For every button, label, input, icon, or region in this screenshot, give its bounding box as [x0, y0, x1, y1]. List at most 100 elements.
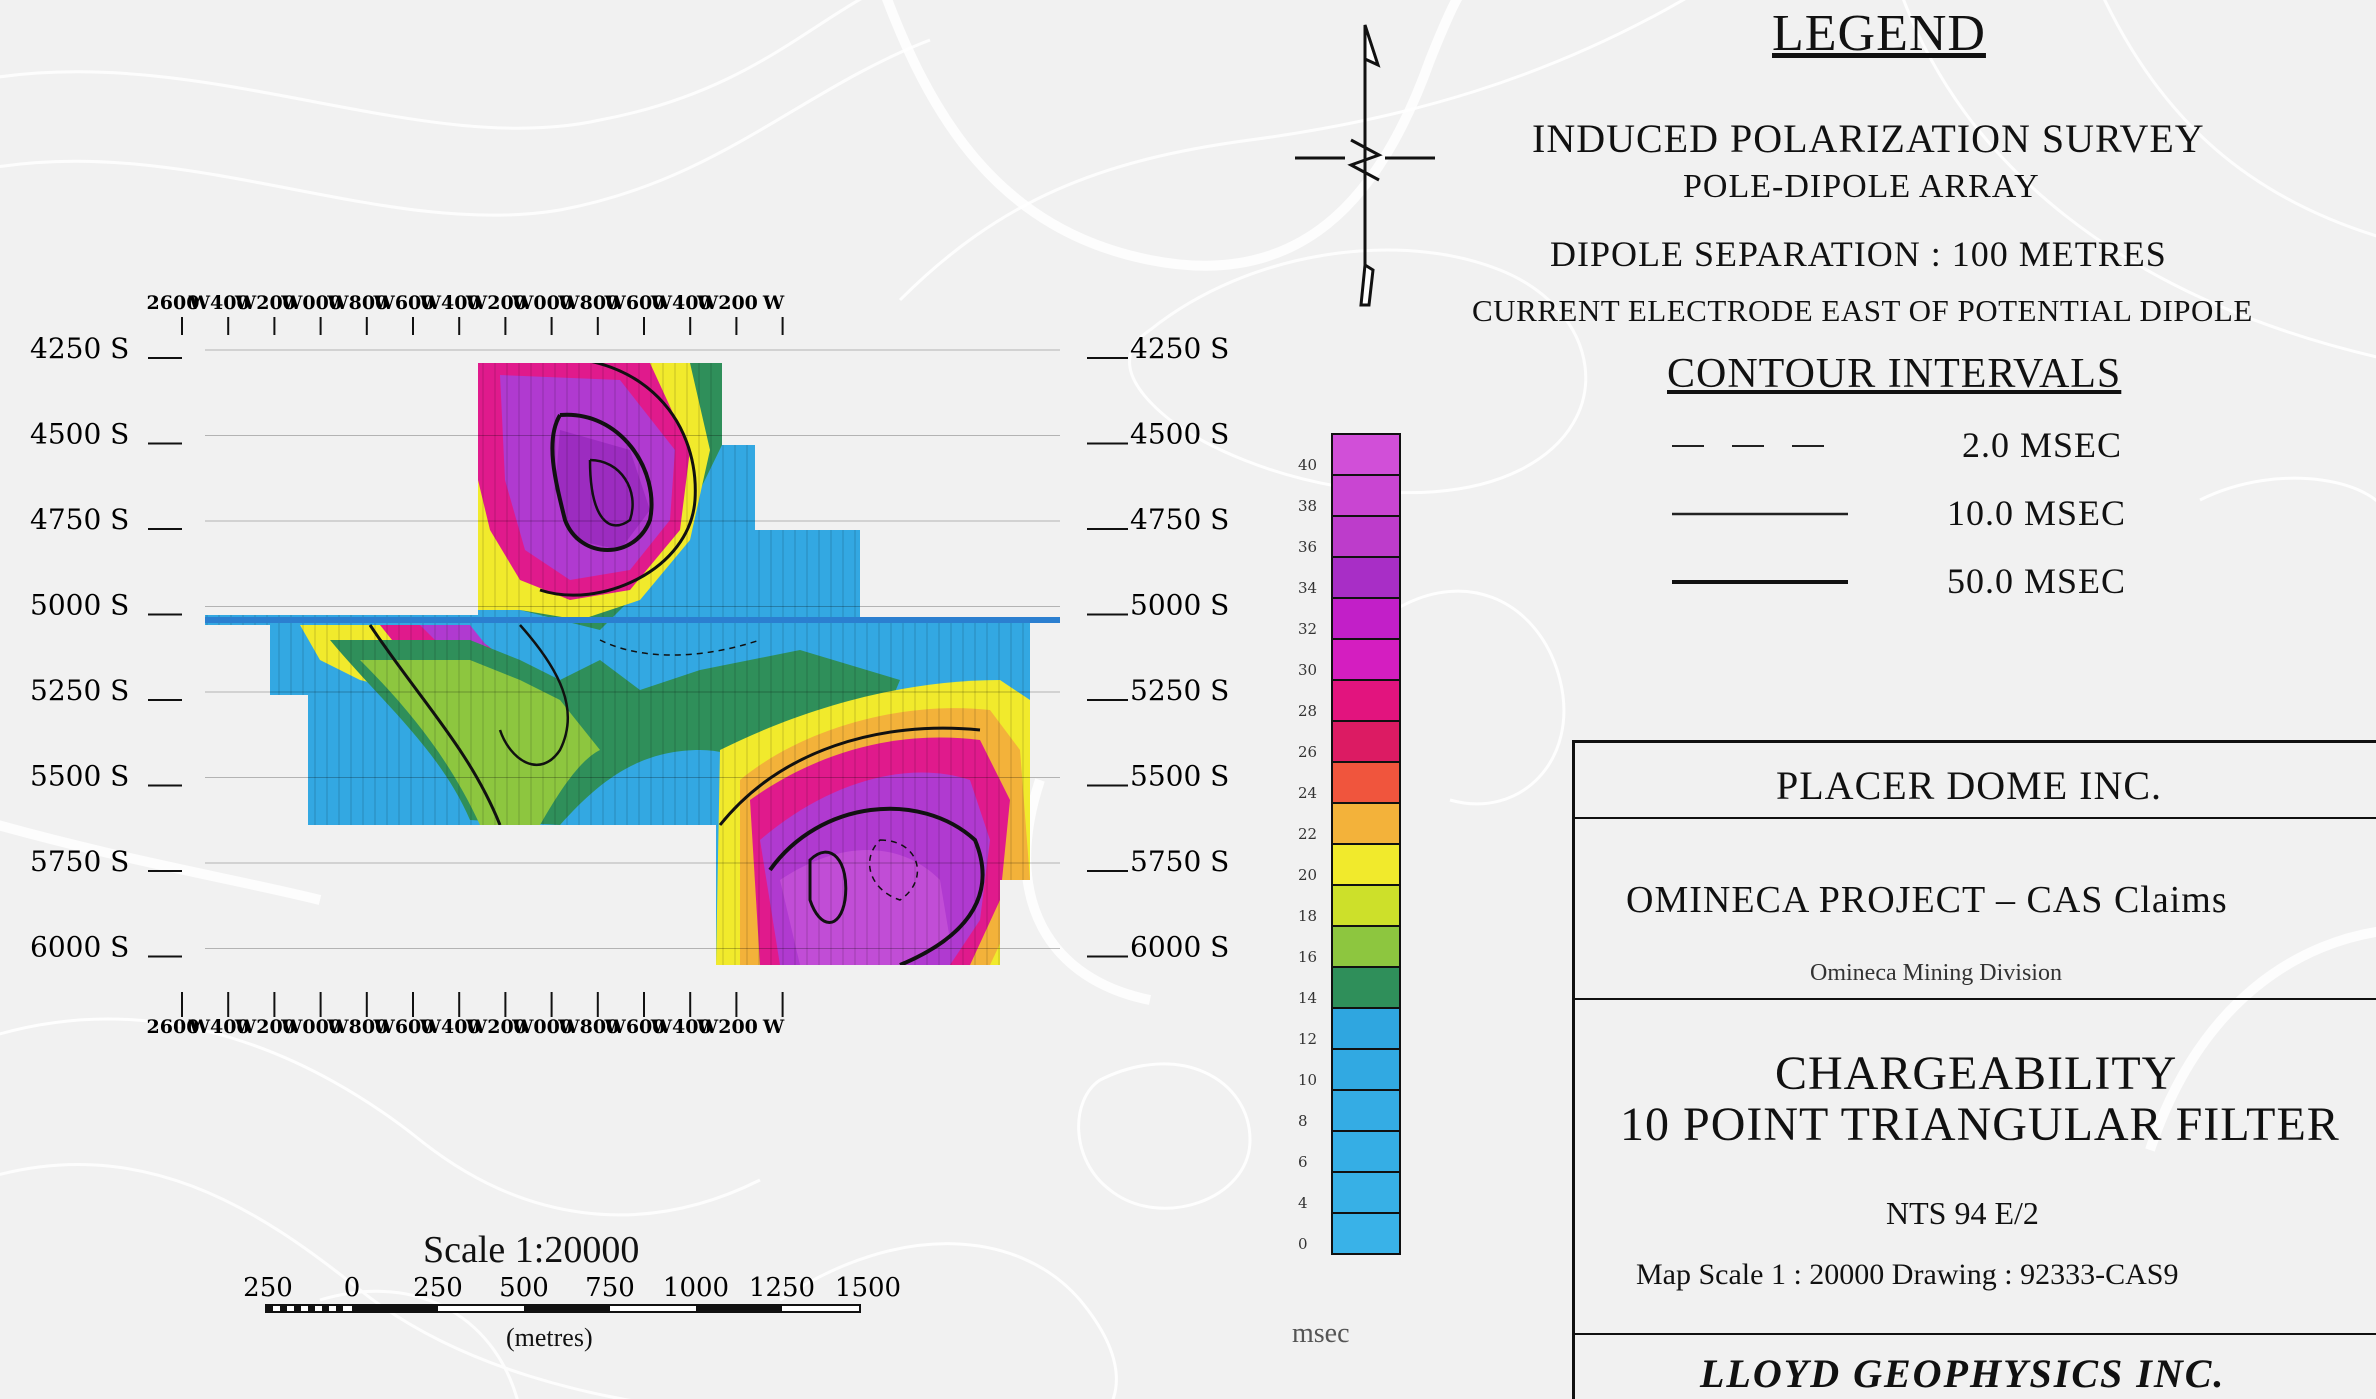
colorbar-band: [1331, 802, 1401, 845]
scale-tick-label: 1500: [835, 1273, 901, 1303]
right-depth-label: 4250 S: [1130, 332, 1229, 365]
top-station-label: W400: [188, 292, 250, 314]
colorbar-tick-label: 18: [1298, 907, 1317, 925]
colorbar-band: [1331, 515, 1401, 558]
colorbar-band: [1331, 474, 1401, 517]
top-station-label: W000: [280, 292, 342, 314]
contour-label-50: 50.0 MSEC: [1947, 561, 2127, 601]
left-depth-label: 4250 S: [30, 332, 129, 365]
chargeability-color-fill: [205, 363, 1030, 965]
bottom-station-label: W400: [419, 1016, 481, 1038]
left-depth-label: 6000 S: [30, 931, 129, 964]
colorbar-band: [1331, 884, 1401, 927]
colorbar-tick-label: 34: [1298, 579, 1317, 597]
bottom-station-label: W800: [557, 1016, 619, 1038]
colorbar-band: [1331, 1130, 1401, 1173]
left-depth-label: 4500 S: [30, 418, 129, 451]
contour-label-10: 10.0 MSEC: [1947, 493, 2127, 533]
scale-segment: [322, 1305, 329, 1312]
scale-segment: [352, 1305, 438, 1312]
scale-title: Scale 1:20000: [423, 1229, 640, 1271]
map-scale-drawing: Map Scale 1 : 20000 Drawing : 92333-CAS9: [1636, 1258, 2179, 1291]
right-depth-label: 5500 S: [1130, 760, 1229, 793]
bottom-station-label: W800: [326, 1016, 388, 1038]
colorbar-tick-label: 20: [1298, 866, 1317, 884]
legend-title: LEGEND: [1772, 5, 1986, 62]
company-name: PLACER DOME INC.: [1776, 763, 2163, 808]
left-depth-label: 5750 S: [30, 845, 129, 878]
left-depth-label: 5500 S: [30, 760, 129, 793]
scale-tick-label: 1250: [749, 1273, 815, 1303]
bottom-station-label: W200: [465, 1016, 527, 1038]
colorbar-band: [1331, 843, 1401, 886]
bottom-station-axis: 2600W400W200W000W800W600W400W200W000W800…: [147, 992, 785, 1038]
consultant-name: LLOYD GEOPHYSICS INC.: [1700, 1351, 2226, 1396]
colorbar-tick-label: 10: [1298, 1071, 1317, 1089]
scale-tick-label: 750: [585, 1273, 635, 1303]
top-station-label: W800: [557, 292, 619, 314]
colorbar-band: [1331, 1007, 1401, 1050]
colorbar-tick-label: 22: [1298, 825, 1317, 843]
bottom-station-label: W600: [604, 1016, 666, 1038]
bottom-station-label: W600: [373, 1016, 435, 1038]
top-station-label: W400: [650, 292, 712, 314]
right-depth-label: 4750 S: [1130, 503, 1229, 536]
scale-unit: (metres): [506, 1323, 593, 1352]
scale-segment: [280, 1305, 287, 1312]
contour-intervals-title: CONTOUR INTERVALS: [1667, 351, 2122, 397]
colorbar-tick-label: 30: [1298, 661, 1317, 679]
colorbar-band: [1331, 433, 1401, 476]
bottom-station-label: W200: [234, 1016, 296, 1038]
colorbar-band: [1331, 925, 1401, 968]
right-depth-label: 5000 S: [1130, 589, 1229, 622]
right-depth-axis: 4250 S 4500 S 4750 S 5000 S 5250 S 5500 S 5750…: [1087, 332, 1229, 964]
scale-segment: [308, 1305, 315, 1312]
colorbar-band: [1331, 1212, 1401, 1255]
scale-segment: [266, 1305, 273, 1312]
scale-tick-label: 500: [499, 1273, 549, 1303]
top-station-label: W000: [511, 292, 573, 314]
dipole-separation: DIPOLE SEPARATION : 100 METRES: [1550, 234, 2167, 274]
colorbar-unit: msec: [1292, 1318, 1350, 1349]
bottom-station-label: W000: [280, 1016, 342, 1038]
colorbar-tick-label: 40: [1298, 456, 1317, 474]
colorbar-band: [1331, 1048, 1401, 1091]
colorbar-tick-label: 24: [1298, 784, 1317, 802]
top-station-label: W200: [696, 292, 758, 314]
colorbar-band: [1331, 1089, 1401, 1132]
contour-lines: [368, 363, 985, 965]
mining-division: Omineca Mining Division: [1810, 960, 2062, 986]
left-depth-label: 5000 S: [30, 589, 129, 622]
top-station-axis: 2600W400W200W000W800W600W400W200W000W800…: [147, 292, 785, 335]
top-station-label: W600: [373, 292, 435, 314]
right-depth-label: 5250 S: [1130, 674, 1229, 707]
chargeability-pseudosection: 2600W400W200W000W800W600W400W200W000W800…: [30, 292, 1229, 1038]
bottom-station-label: 2600: [147, 1016, 200, 1038]
bottom-station-label: W000: [511, 1016, 573, 1038]
nts-sheet: NTS 94 E/2: [1886, 1195, 2039, 1231]
colorbar-band: [1331, 679, 1401, 722]
scale-segment: [524, 1305, 610, 1312]
top-station-label: W200: [234, 292, 296, 314]
right-depth-label: 4500 S: [1130, 418, 1229, 451]
bottom-station-label: W: [762, 1016, 785, 1038]
map-title-line2: 10 POINT TRIANGULAR FILTER: [1620, 1098, 2340, 1151]
colorbar-band: [1331, 1171, 1401, 1214]
depth-gridlines: [205, 349, 1060, 949]
colorbar-band: [1331, 761, 1401, 804]
colorbar-band: [1331, 966, 1401, 1009]
north-arrow-icon: [1295, 24, 1435, 307]
colorbar-tick-label: 26: [1298, 743, 1317, 761]
scale-segment: [294, 1305, 301, 1312]
top-station-label: W800: [326, 292, 388, 314]
colorbar-tick-label: 0: [1298, 1235, 1308, 1253]
left-depth-label: 5250 S: [30, 674, 129, 707]
title-block: [1572, 740, 2376, 1399]
current-electrode-note: CURRENT ELECTRODE EAST OF POTENTIAL DIPO…: [1472, 293, 2253, 328]
scale-segment: [696, 1305, 782, 1312]
colorbar-tick-label: 38: [1298, 497, 1317, 515]
scale-tick-label: 1000: [663, 1273, 729, 1303]
